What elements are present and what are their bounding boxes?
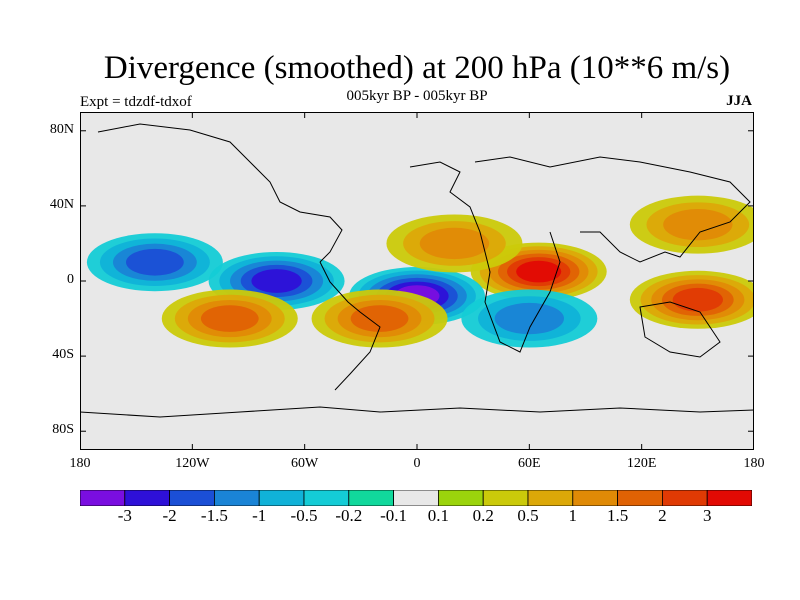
contour-field: [86, 195, 754, 348]
colorbar-swatch: [662, 490, 708, 506]
colorbar-swatch: [527, 490, 574, 506]
coastline: [97, 123, 343, 263]
colorbar-label: -2: [162, 506, 177, 525]
colorbar-label: 0.1: [427, 506, 450, 525]
colorbar-swatch: [348, 490, 394, 506]
x-tick-label: 180: [69, 456, 91, 471]
contour-blob: [251, 269, 302, 293]
season-label: JJA: [726, 93, 752, 109]
divergence-map: [80, 112, 754, 450]
y-tick-label: 40N: [49, 196, 74, 212]
x-tick-label: 60W: [291, 456, 319, 471]
colorbar-label: 1.5: [606, 506, 629, 525]
contour-blob: [200, 305, 259, 332]
experiment-label: Expt = tdzdf-tdxof: [80, 94, 192, 110]
colorbar-swatch: [213, 490, 260, 506]
colorbar-label: -0.2: [335, 506, 363, 525]
x-tick-label: 120E: [626, 456, 657, 471]
colorbar-label: 1: [568, 506, 578, 525]
colorbar-label: -0.1: [380, 506, 408, 525]
colorbar-swatch: [706, 490, 752, 506]
colorbar-swatch: [124, 490, 170, 506]
x-tick-label: 60E: [518, 456, 541, 471]
y-tick-label: 80S: [52, 422, 74, 438]
contour-blob: [494, 302, 564, 335]
colorbar-swatch: [617, 490, 663, 506]
contour-blob: [663, 209, 733, 241]
colorbar-swatch: [393, 490, 439, 506]
colorbar-label: 3: [702, 506, 712, 525]
coastline: [80, 406, 754, 418]
colorbar-swatch: [258, 490, 305, 506]
y-tick-label: 40S: [52, 347, 74, 363]
y-tick-label: 0: [67, 272, 74, 287]
coastline: [474, 156, 751, 263]
colorbar-label: -0.5: [290, 506, 318, 525]
colorbar-label: 2: [658, 506, 667, 525]
colorbar-swatch: [80, 490, 126, 506]
x-tick-label: 0: [413, 456, 421, 471]
colorbar-swatch: [572, 490, 618, 506]
contour-blob: [126, 248, 184, 276]
x-tick-label: 120W: [175, 456, 210, 471]
contour-blob: [350, 305, 409, 332]
contour-blob: [419, 227, 490, 260]
x-tick-label: 180: [743, 456, 765, 471]
colorbar-swatch: [437, 490, 484, 506]
period-label: 005kyr BP - 005kyr BP: [346, 88, 488, 104]
y-tick-label: 80N: [49, 121, 74, 137]
colorbar-swatch: [303, 490, 350, 506]
colorbar-label: -3: [117, 506, 132, 525]
coastlines: [80, 123, 754, 418]
colorbar-label: -1: [252, 506, 267, 525]
colorbar-label: -1.5: [200, 506, 228, 525]
chart-title: Divergence (smoothed) at 200 hPa (10**6 …: [103, 50, 731, 86]
coastline: [319, 261, 381, 391]
coastline: [409, 161, 561, 353]
colorbar: [80, 490, 752, 506]
contour-blob: [672, 287, 723, 312]
coastline: [639, 301, 721, 358]
contour-blob: [516, 260, 562, 283]
colorbar-label: 0.2: [472, 506, 494, 525]
colorbar-swatch: [169, 490, 215, 506]
colorbar-label: 0.5: [517, 506, 539, 525]
colorbar-swatch: [482, 490, 529, 506]
